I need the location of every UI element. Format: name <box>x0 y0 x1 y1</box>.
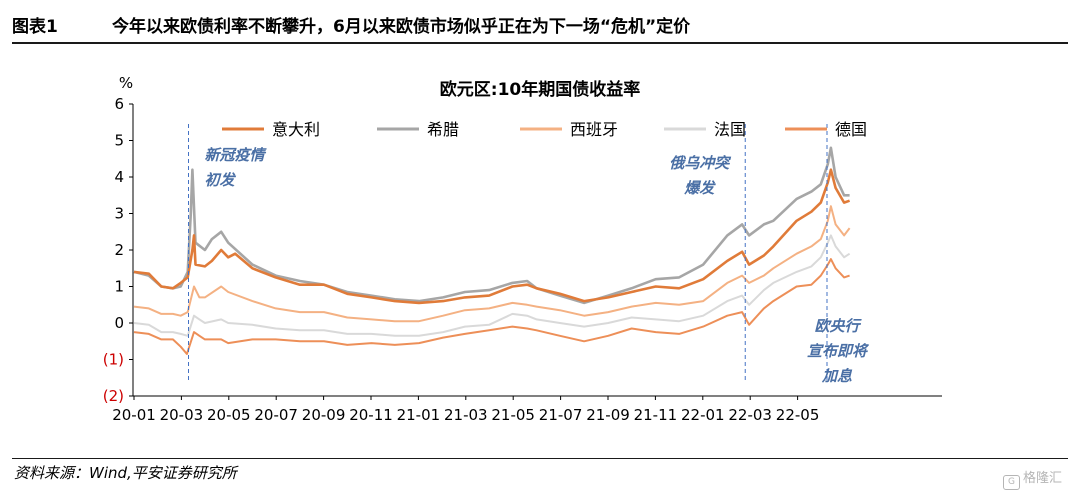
legend-label: 西班牙 <box>570 120 618 139</box>
footer-rule <box>12 458 1068 459</box>
event-note-2: 加息 <box>821 367 853 385</box>
legend-label: 意大利 <box>272 120 320 139</box>
gelonghui-logo-icon: G <box>1003 475 1020 490</box>
x-axis: 20-01 20-03 20-05 20-07 20-09 20-11 21-01 21-03… <box>112 395 942 424</box>
x-tick-label: 20-03 <box>160 406 204 424</box>
x-tick-label: 20-09 <box>302 406 346 424</box>
legend-label: 法国 <box>714 120 746 139</box>
y-tick-label: 1 <box>114 278 124 296</box>
figure-header: 图表1 今年以来欧债利率不断攀升，6月以来欧债市场似乎正在为下一场“危机”定价 <box>0 0 1080 44</box>
event-note-2: 宣布即将 <box>807 342 870 360</box>
header-rule <box>12 42 1068 44</box>
series-line-4 <box>133 258 850 355</box>
series-line-0 <box>133 168 851 305</box>
source-note: 资料来源：Wind,平安证券研究所 <box>14 464 237 482</box>
x-tick-label: 21-05 <box>491 406 535 424</box>
yield-chart: 欧元区:10年期国债收益率 % 6 5 4 3 2 1 0 (1) (2) 20-01 20-03… <box>103 74 942 424</box>
x-tick-label: 21-11 <box>634 406 678 424</box>
chart-title: 欧元区:10年期国债收益率 <box>440 79 640 100</box>
x-tick-label: 21-09 <box>586 406 630 424</box>
x-tick-label: 21-01 <box>397 406 441 424</box>
y-tick-label: 6 <box>114 95 124 113</box>
series-line-2 <box>133 205 851 323</box>
y-tick-label: (2) <box>103 387 124 405</box>
event-note-1: 俄乌冲突 <box>669 154 731 172</box>
event-note-2: 欧央行 <box>814 317 862 335</box>
y-tick-label: 4 <box>114 168 124 186</box>
x-tick-label: 20-11 <box>349 406 393 424</box>
event-note-1: 爆发 <box>683 179 716 197</box>
x-tick-label: 21-03 <box>444 406 488 424</box>
y-tick-label: (1) <box>103 351 124 369</box>
x-tick-label: 22-03 <box>728 406 772 424</box>
y-axis: 6 5 4 3 2 1 0 (1) (2) <box>103 95 134 405</box>
series-layer <box>133 146 851 355</box>
y-tick-label: 2 <box>114 241 124 259</box>
event-note-0: 初发 <box>205 171 237 189</box>
series-line-1 <box>133 146 850 305</box>
y-tick-label: 5 <box>114 132 124 150</box>
x-tick-label: 21-07 <box>539 406 583 424</box>
watermark-text: 格隆汇 <box>1023 471 1063 486</box>
legend-label: 德国 <box>835 120 867 139</box>
x-tick-label: 20-05 <box>207 406 251 424</box>
y-axis-unit: % <box>119 74 133 92</box>
y-tick-label: 0 <box>114 314 124 332</box>
event-note-0: 新冠疫情 <box>205 146 268 164</box>
x-tick-label: 20-07 <box>254 406 298 424</box>
x-tick-label: 22-01 <box>681 406 725 424</box>
series-line-3 <box>133 234 851 337</box>
figure-title: 今年以来欧债利率不断攀升，6月以来欧债市场似乎正在为下一场“危机”定价 <box>112 17 691 37</box>
y-tick-label: 3 <box>114 205 124 223</box>
x-tick-label: 20-01 <box>112 406 156 424</box>
chart-legend: 意大利 希腊 西班牙 法国 德国 <box>222 120 867 139</box>
watermark: G 格隆汇 <box>1003 467 1062 490</box>
figure-number: 图表1 <box>12 17 58 37</box>
legend-label: 希腊 <box>427 120 459 139</box>
x-tick-label: 22-05 <box>776 406 820 424</box>
